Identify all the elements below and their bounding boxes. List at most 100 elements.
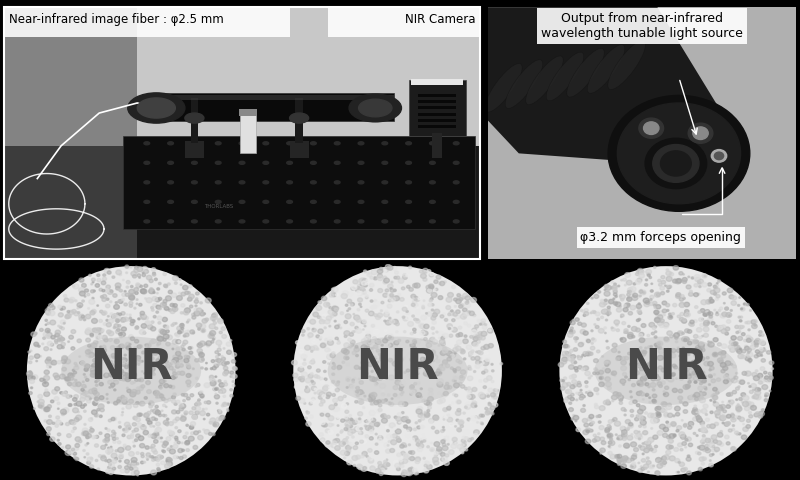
Circle shape: [474, 342, 478, 347]
Circle shape: [187, 384, 190, 387]
Circle shape: [367, 336, 370, 338]
Circle shape: [396, 331, 398, 333]
Circle shape: [470, 420, 473, 422]
Circle shape: [118, 397, 122, 401]
Circle shape: [621, 360, 626, 365]
Circle shape: [159, 386, 162, 389]
Circle shape: [173, 355, 178, 359]
Circle shape: [95, 360, 98, 363]
Circle shape: [83, 410, 86, 412]
Circle shape: [608, 445, 610, 447]
Circle shape: [355, 442, 358, 444]
Circle shape: [301, 355, 306, 359]
Circle shape: [360, 428, 362, 430]
Circle shape: [100, 408, 104, 412]
Circle shape: [634, 431, 638, 434]
Circle shape: [91, 410, 97, 415]
Circle shape: [488, 402, 490, 404]
Circle shape: [469, 311, 474, 315]
Circle shape: [189, 411, 194, 415]
Circle shape: [752, 396, 755, 398]
Circle shape: [714, 422, 718, 426]
Circle shape: [594, 359, 598, 362]
Circle shape: [701, 440, 705, 444]
Circle shape: [706, 414, 707, 415]
Circle shape: [158, 298, 162, 300]
Circle shape: [166, 460, 169, 462]
Circle shape: [147, 411, 151, 415]
Circle shape: [566, 383, 571, 386]
Circle shape: [694, 275, 700, 279]
Circle shape: [124, 354, 126, 356]
Circle shape: [583, 331, 588, 335]
Circle shape: [684, 337, 690, 341]
Circle shape: [45, 324, 46, 325]
Circle shape: [647, 363, 650, 366]
Circle shape: [65, 315, 70, 319]
Circle shape: [748, 359, 752, 362]
Circle shape: [296, 396, 301, 400]
Circle shape: [423, 331, 428, 336]
Circle shape: [384, 312, 389, 317]
Circle shape: [328, 310, 334, 314]
Circle shape: [478, 417, 480, 419]
Circle shape: [162, 397, 165, 400]
Bar: [409, 80, 466, 136]
Circle shape: [621, 299, 624, 301]
Circle shape: [628, 352, 630, 355]
Circle shape: [638, 334, 642, 337]
Circle shape: [745, 322, 748, 324]
Circle shape: [334, 364, 335, 365]
Circle shape: [374, 422, 379, 426]
Circle shape: [466, 395, 471, 398]
Circle shape: [703, 322, 709, 326]
Circle shape: [182, 449, 185, 452]
Circle shape: [323, 302, 330, 307]
Circle shape: [175, 438, 178, 441]
Circle shape: [686, 471, 691, 475]
Circle shape: [121, 362, 126, 366]
Circle shape: [54, 339, 58, 342]
Circle shape: [646, 444, 650, 448]
Circle shape: [423, 468, 429, 473]
Circle shape: [718, 432, 723, 437]
Circle shape: [739, 380, 745, 384]
Circle shape: [486, 376, 492, 380]
Circle shape: [358, 181, 364, 184]
Circle shape: [329, 306, 331, 309]
Circle shape: [374, 277, 378, 280]
Circle shape: [369, 410, 375, 416]
Circle shape: [424, 337, 427, 341]
Circle shape: [414, 318, 417, 321]
Circle shape: [651, 367, 654, 369]
Circle shape: [346, 449, 350, 453]
Circle shape: [97, 408, 100, 411]
Circle shape: [139, 401, 145, 406]
Circle shape: [71, 421, 76, 425]
Circle shape: [84, 456, 86, 458]
Circle shape: [386, 430, 390, 432]
Circle shape: [730, 414, 734, 417]
Circle shape: [664, 414, 668, 418]
Circle shape: [138, 360, 140, 361]
Circle shape: [624, 305, 626, 307]
Circle shape: [746, 348, 751, 352]
Circle shape: [748, 329, 750, 331]
Circle shape: [701, 347, 704, 349]
Circle shape: [766, 377, 769, 379]
Circle shape: [698, 378, 702, 381]
Circle shape: [71, 430, 74, 432]
Circle shape: [745, 346, 750, 350]
Circle shape: [106, 394, 108, 395]
Circle shape: [467, 376, 473, 381]
Circle shape: [175, 323, 177, 324]
Circle shape: [640, 433, 642, 435]
Circle shape: [636, 360, 642, 366]
Circle shape: [381, 344, 383, 346]
Circle shape: [722, 312, 727, 316]
Circle shape: [749, 385, 751, 387]
Circle shape: [142, 315, 143, 317]
Circle shape: [685, 329, 690, 333]
Circle shape: [722, 344, 727, 348]
Circle shape: [223, 366, 228, 370]
